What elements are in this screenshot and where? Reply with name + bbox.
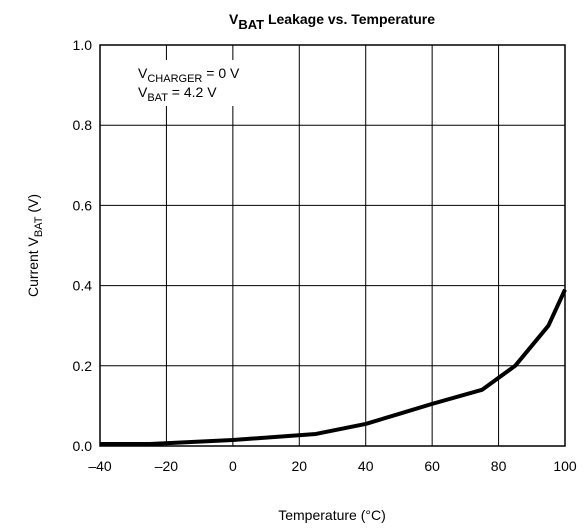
annotation-part: = 0 V: [202, 65, 240, 81]
annotation-part: = 4.2 V: [168, 84, 217, 100]
y-tick-label: 0.6: [73, 197, 93, 213]
annotation-part: V: [138, 84, 148, 100]
plot-frame: [99, 44, 566, 447]
y-axis-label-part: Current V: [25, 236, 41, 297]
x-axis-label: Temperature (°C): [278, 507, 386, 523]
x-tick-label: 0: [229, 458, 237, 474]
annotation-part: V: [138, 65, 148, 81]
x-tick-label: –40: [88, 458, 112, 474]
y-axis-label: Current VBAT (V): [25, 194, 45, 297]
annotation: VCHARGER = 0 V: [138, 65, 240, 85]
annotation-box: [131, 60, 276, 106]
annotation: VBAT = 4.2 V: [138, 84, 217, 104]
x-tick-label: 80: [491, 458, 507, 474]
data-line: [100, 288, 567, 446]
y-tick-label: 0.2: [73, 358, 93, 374]
y-tick-label: 1.0: [73, 37, 93, 53]
x-tick-label: 60: [424, 458, 440, 474]
chart-title-part: BAT: [238, 17, 264, 32]
y-tick-label: 0.0: [73, 438, 93, 454]
chart-title-part: Leakage vs. Temperature: [264, 11, 435, 27]
annotation-part: CHARGER: [147, 73, 202, 85]
y-axis-label-part: BAT: [33, 216, 45, 237]
x-tick-label: 100: [553, 458, 577, 474]
x-tick-label: 20: [291, 458, 307, 474]
x-tick-label: –20: [155, 458, 179, 474]
chart-title-part: V: [229, 11, 239, 27]
y-tick-label: 0.4: [73, 278, 93, 294]
y-axis-label-part: (V): [25, 194, 41, 217]
annotation-part: BAT: [147, 92, 168, 104]
x-tick-label: 40: [358, 458, 374, 474]
y-tick-label: 0.8: [73, 117, 93, 133]
chart-title: VBAT Leakage vs. Temperature: [229, 11, 435, 32]
